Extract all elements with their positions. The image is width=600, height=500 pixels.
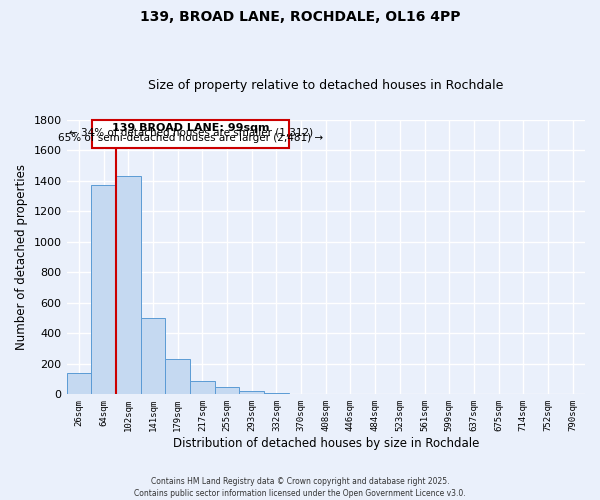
Bar — [239, 390, 264, 394]
Bar — [215, 386, 239, 394]
Bar — [264, 393, 289, 394]
Text: ← 34% of detached houses are smaller (1,312): ← 34% of detached houses are smaller (1,… — [68, 128, 313, 138]
X-axis label: Distribution of detached houses by size in Rochdale: Distribution of detached houses by size … — [173, 437, 479, 450]
Bar — [91, 185, 116, 394]
Bar — [116, 176, 140, 394]
Bar — [140, 318, 165, 394]
Bar — [190, 382, 215, 394]
Bar — [165, 359, 190, 394]
Text: 65% of semi-detached houses are larger (2,481) →: 65% of semi-detached houses are larger (… — [58, 132, 323, 142]
Text: Contains HM Land Registry data © Crown copyright and database right 2025.
Contai: Contains HM Land Registry data © Crown c… — [134, 476, 466, 498]
Title: Size of property relative to detached houses in Rochdale: Size of property relative to detached ho… — [148, 79, 503, 92]
FancyBboxPatch shape — [92, 120, 289, 148]
Text: 139, BROAD LANE, ROCHDALE, OL16 4PP: 139, BROAD LANE, ROCHDALE, OL16 4PP — [140, 10, 460, 24]
Y-axis label: Number of detached properties: Number of detached properties — [15, 164, 28, 350]
Text: 139 BROAD LANE: 99sqm: 139 BROAD LANE: 99sqm — [112, 122, 269, 132]
Bar — [67, 373, 91, 394]
